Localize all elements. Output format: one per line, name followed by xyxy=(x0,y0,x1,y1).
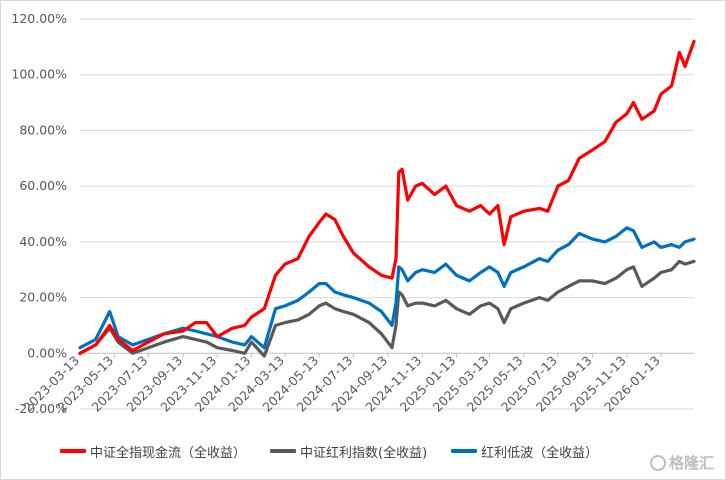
y-tick-label: 20.00% xyxy=(19,290,67,305)
y-tick-label: 80.00% xyxy=(19,122,67,137)
legend-label-dividend: 中证红利指数(全收益) xyxy=(300,445,428,461)
watermark-text: 格隆汇 xyxy=(668,454,714,472)
y-tick-label: 100.00% xyxy=(11,67,67,82)
legend-swatch-dividend xyxy=(270,449,297,453)
legend: 中证全指现金流（全收益） 中证红利指数(全收益) 红利低波（全收益） xyxy=(60,441,622,461)
legend-label-cashflow: 中证全指现金流（全收益） xyxy=(90,445,247,461)
line-chart: 120.00% 100.00% 80.00% 60.00% 40.00% 20.00% 0.… xyxy=(11,11,696,416)
legend-item-dividend: 中证红利指数(全收益) xyxy=(270,442,427,461)
legend-item-low-vol: 红利低波（全收益） xyxy=(451,442,598,461)
gelonghui-logo-icon xyxy=(649,454,666,471)
legend-item-cashflow: 中证全指现金流（全收益） xyxy=(60,442,246,461)
y-tick-label: 40.00% xyxy=(19,234,67,249)
legend-swatch-cashflow xyxy=(60,449,86,453)
legend-swatch-low-vol xyxy=(451,449,478,453)
y-tick-label: 120.00% xyxy=(11,11,67,26)
cashflow-series-line xyxy=(78,39,696,355)
y-tick-label: -20.00% xyxy=(15,401,67,416)
legend-label-low-vol: 红利低波（全收益） xyxy=(481,445,599,461)
y-tick-label: 60.00% xyxy=(19,178,67,193)
watermark: 格隆汇 xyxy=(649,452,714,473)
dividend-series-line xyxy=(78,259,696,358)
low-vol-series-line xyxy=(78,226,696,350)
y-tick-label: 0.00% xyxy=(27,345,67,360)
